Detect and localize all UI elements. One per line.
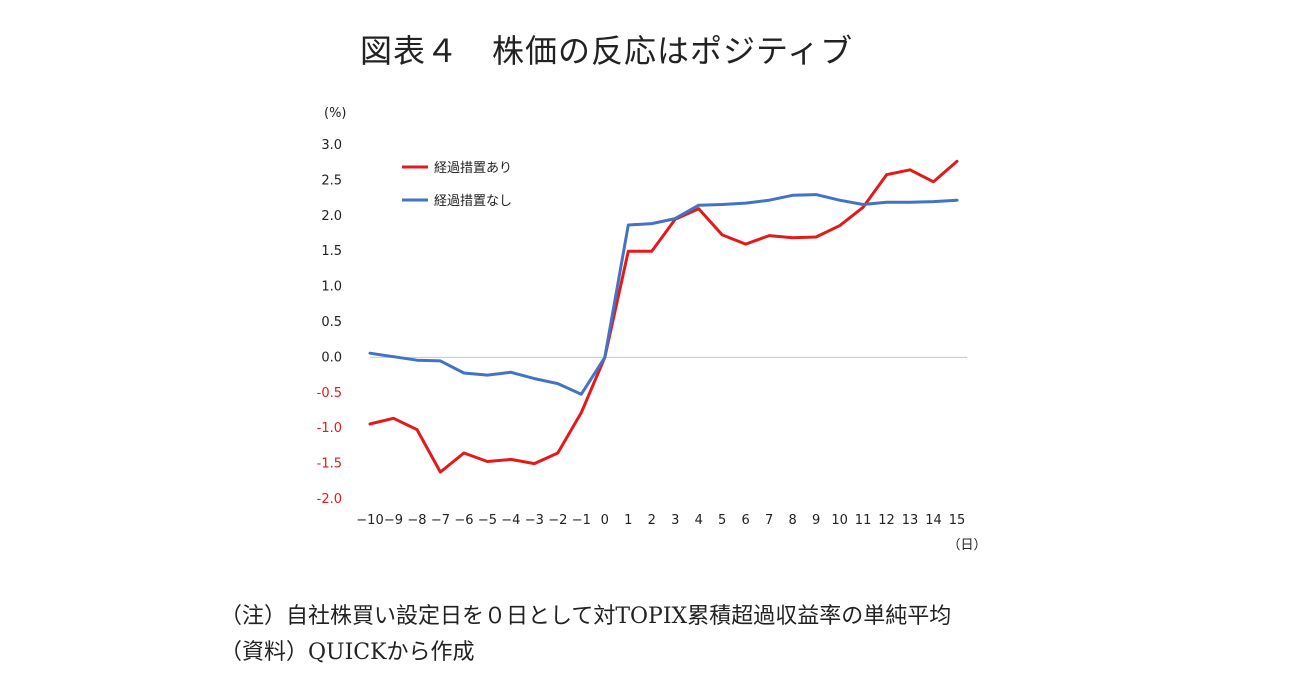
footnote-source: （資料）QUICKから作成 <box>220 640 475 665</box>
y-tick-label: -0.5 <box>317 386 342 401</box>
y-tick-label: 0.5 <box>321 315 342 330</box>
x-tick-label: 14 <box>925 513 942 528</box>
x-tick-label: 13 <box>902 513 919 528</box>
x-tick-label: −2 <box>548 513 567 528</box>
y-tick-label: -1.5 <box>317 457 342 472</box>
y-tick-label: 3.0 <box>321 138 342 153</box>
x-tick-label: 7 <box>765 513 773 528</box>
y-unit-label: (%) <box>324 106 347 121</box>
legend-label-1: 経過措置あり <box>434 161 512 176</box>
x-tick-label: −5 <box>478 513 497 528</box>
legend-label-2: 経過措置なし <box>434 194 512 209</box>
series-line-1 <box>368 159 959 474</box>
x-tick-label: 2 <box>648 513 656 528</box>
x-tick-label: 9 <box>812 513 820 528</box>
x-tick-label: 10 <box>831 513 848 528</box>
x-tick-label: −8 <box>407 513 426 528</box>
x-tick-label: −7 <box>431 513 450 528</box>
x-tick-label: 3 <box>671 513 679 528</box>
x-axis: −10 −9 −8 −7 −6 −5 −4 −3 −2 −1 0 1 2 3 4 5 6 7 8 9 10 11 12 13 1… <box>356 513 986 553</box>
y-tick-label: -2.0 <box>317 492 342 507</box>
x-tick-label: 6 <box>742 513 750 528</box>
x-tick-label: −1 <box>572 513 591 528</box>
y-tick-label: 0.0 <box>321 350 342 365</box>
chart-title: 図表４ 株価の反応はポジティブ <box>360 32 854 70</box>
line-chart: (%) 3.0 2.5 2.0 1.5 1.0 0.5 0.0 -0.5 -1.0 -1.5 -2.0… <box>317 106 987 553</box>
x-tick-label: 11 <box>855 513 872 528</box>
x-tick-label: −10 <box>356 513 383 528</box>
x-tick-label: 0 <box>601 513 609 528</box>
x-tick-label: 4 <box>695 513 703 528</box>
y-tick-label: 2.5 <box>321 173 342 188</box>
footnote-note: （注）自社株買い設定日を０日として対TOPIX累積超過収益率の単純平均 <box>220 604 952 629</box>
y-tick-label: 1.5 <box>321 244 342 259</box>
y-tick-label: 1.0 <box>321 280 342 295</box>
x-tick-label: 15 <box>949 513 966 528</box>
x-tick-label: 12 <box>878 513 895 528</box>
x-tick-label: −6 <box>454 513 473 528</box>
y-tick-label: 2.0 <box>321 209 342 224</box>
x-tick-label: −9 <box>384 513 403 528</box>
x-tick-label: −4 <box>501 513 520 528</box>
series-line-2 <box>368 193 959 396</box>
x-tick-label: 1 <box>624 513 632 528</box>
x-unit-label: （日） <box>947 538 986 553</box>
x-tick-label: −3 <box>525 513 544 528</box>
y-tick-label: -1.0 <box>317 421 342 436</box>
series-layer <box>368 159 967 474</box>
x-tick-label: 5 <box>718 513 726 528</box>
y-axis: (%) 3.0 2.5 2.0 1.5 1.0 0.5 0.0 -0.5 -1.0 -1.5 -2.0 <box>317 106 347 507</box>
x-tick-label: 8 <box>788 513 796 528</box>
